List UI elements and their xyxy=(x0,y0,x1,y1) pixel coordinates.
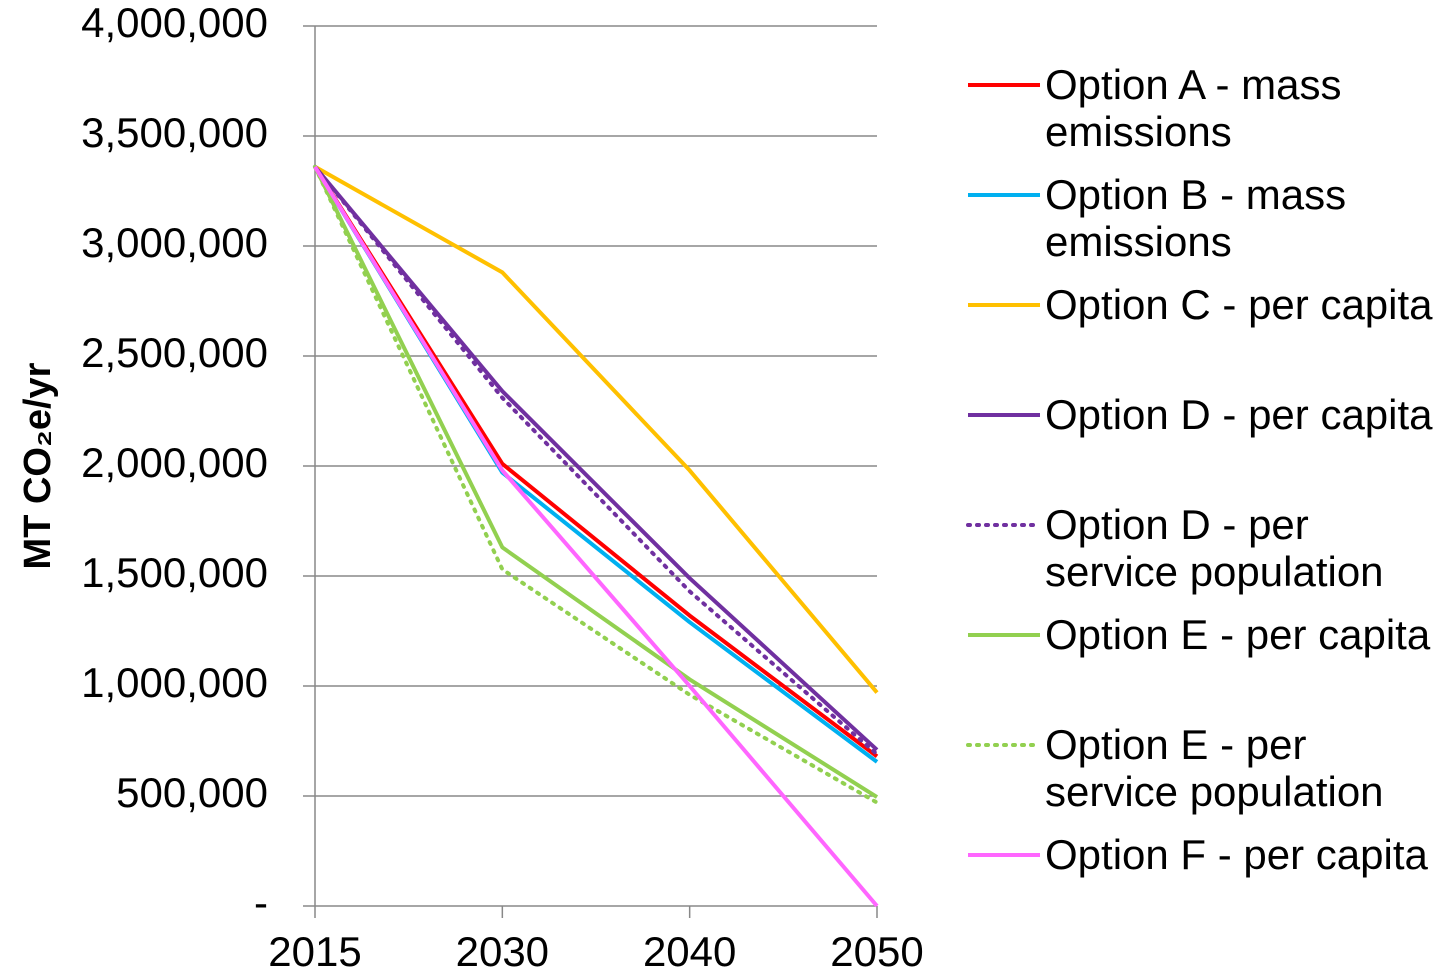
y-tick-label: 500,000 xyxy=(116,769,268,816)
series-line xyxy=(313,165,879,908)
series-line xyxy=(313,165,879,799)
legend-label: Option F - per capita xyxy=(1045,831,1428,878)
series-line xyxy=(313,164,879,757)
x-tick-label: 2040 xyxy=(643,928,736,975)
y-tick-label: 4,000,000 xyxy=(81,0,268,46)
y-tick-label: 1,000,000 xyxy=(81,659,268,706)
legend-label: Option D - per capita xyxy=(1045,391,1433,438)
legend-label: Option D - per service population xyxy=(1045,501,1384,595)
x-tick-label: 2015 xyxy=(268,928,361,975)
y-tick-label: 3,000,000 xyxy=(81,219,268,266)
x-tick-label: 2030 xyxy=(456,928,549,975)
series-line xyxy=(313,165,879,758)
series-line xyxy=(313,164,879,805)
series-line xyxy=(314,165,879,694)
series-line xyxy=(313,165,879,752)
x-tick-label: 2050 xyxy=(830,928,923,975)
y-tick-label: 2,000,000 xyxy=(81,439,268,486)
y-tick-label: 2,500,000 xyxy=(81,329,268,376)
legend-label: Option E - per service population xyxy=(1045,721,1384,815)
legend-label: Option A - mass emissions xyxy=(1045,61,1342,155)
y-tick-label: 1,500,000 xyxy=(81,549,268,596)
y-tick-label: 3,500,000 xyxy=(81,109,268,156)
y-tick-label: - xyxy=(254,879,268,926)
legend-label: Option B - mass emissions xyxy=(1045,171,1347,265)
y-axis-label: MT CO₂e/yr xyxy=(17,362,59,569)
legend-label: Option E - per capita xyxy=(1045,611,1431,658)
legend-label: Option C - per capita xyxy=(1045,281,1433,328)
